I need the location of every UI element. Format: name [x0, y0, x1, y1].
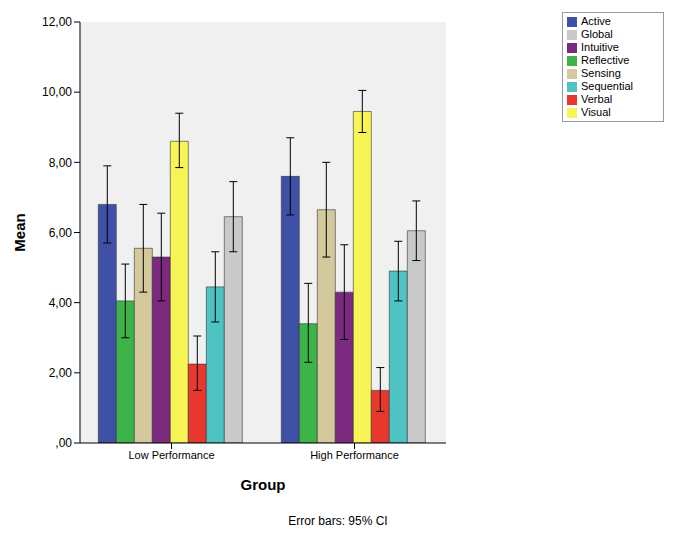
html-text:Active: Active [581, 15, 611, 27]
svg-text:High Performance: High Performance [310, 449, 399, 461]
html-text:Verbal: Verbal [581, 93, 613, 105]
svg-text:2,00: 2,00 [49, 366, 73, 380]
svg-text:4,00: 4,00 [49, 296, 73, 310]
html-text:Intuitive: Intuitive [581, 41, 619, 53]
svg-text:Mean: Mean [11, 213, 28, 251]
svg-text:Low Performance: Low Performance [128, 449, 214, 461]
svg-text:8,00: 8,00 [49, 156, 73, 170]
html-text:Visual: Visual [581, 106, 611, 118]
svg-text:12,00: 12,00 [42, 15, 72, 29]
html-text:Error bars: 95% CI: Error bars: 95% CI [288, 514, 388, 528]
html-text:Sensing: Sensing [581, 67, 621, 79]
html-text:Sequential: Sequential [581, 80, 633, 92]
svg-text:,00: ,00 [55, 436, 72, 450]
html-text:Global: Global [581, 28, 613, 40]
svg-text:10,00: 10,00 [42, 85, 72, 99]
html-text:Reflective: Reflective [581, 54, 630, 66]
svg-text:Group: Group [241, 476, 286, 493]
svg-text:6,00: 6,00 [49, 226, 73, 240]
